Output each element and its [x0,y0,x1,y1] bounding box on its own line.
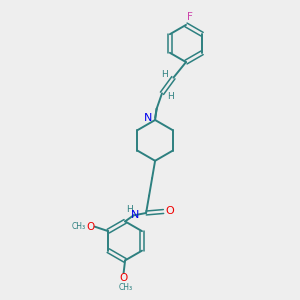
Text: H: H [162,70,168,79]
Text: H: H [127,206,133,214]
Text: O: O [166,206,175,217]
Text: CH₃: CH₃ [72,222,86,231]
Text: F: F [187,12,193,22]
Text: H: H [167,92,174,101]
Text: O: O [87,222,95,232]
Text: N: N [143,113,152,124]
Text: N: N [130,210,139,220]
Text: CH₃: CH₃ [119,283,133,292]
Text: O: O [120,273,128,284]
